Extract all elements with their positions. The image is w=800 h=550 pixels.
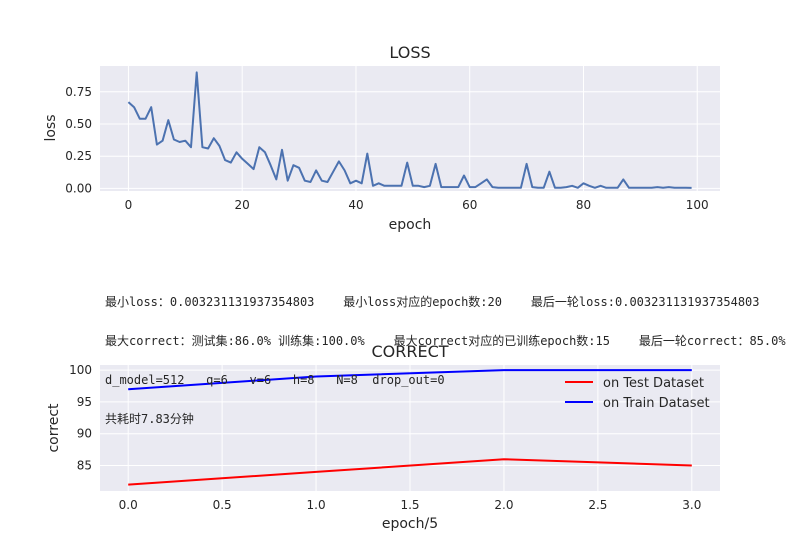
correct-x-tick-label: 2.5 [588,498,607,512]
loss-x-tick-label: 100 [686,198,709,212]
loss-y-axis-label: loss [43,114,59,141]
correct-x-tick-label: 0.0 [119,498,138,512]
correct-x-tick-label: 0.5 [213,498,232,512]
correct-x-axis-label: epoch/5 [382,516,438,532]
correct-y-axis-label: correct [46,403,62,453]
correct-x-tick-label: 1.0 [307,498,326,512]
series-line-on-train-dataset [128,369,692,391]
loss-y-tick-label: 0.75 [65,85,92,99]
correct-x-tick-label: 1.5 [400,498,419,512]
loss-x-tick-label: 20 [235,198,250,212]
loss-x-tick-label: 0 [125,198,133,212]
correct-y-tick-label: 95 [77,395,92,409]
correct-y-tick-label: 85 [77,459,92,473]
correct-x-tick-label: 3.0 [682,498,701,512]
loss-x-axis-label: epoch [389,217,432,233]
correct-x-tick-label: 2.0 [494,498,513,512]
loss-y-tick-label: 0.25 [65,149,92,163]
loss-y-tick-label: 0.50 [65,117,92,131]
summary-line-hyperparams: d_model=512 q=6 v=6 h=8 N=8 drop_out=0 [105,373,445,387]
training-summary: 最小loss：0.003231131937354803 最小loss对应的epo… [105,270,800,439]
loss-x-tick-label: 60 [462,198,477,212]
legend-entry: on Train Dataset [603,396,710,411]
series-line-loss-0 [127,71,692,189]
loss-x-tick-label: 40 [348,198,363,212]
summary-line-correct: 最大correct：测试集:86.0% 训练集:100.0% 最大correct… [105,334,786,348]
correct-chart-title: CORRECT [371,342,448,361]
summary-line-duration: 共耗时7.83分钟 [105,412,194,426]
correct-chart: 0.0 0.5 1.0 1.5 2.0 2.5 3.0 85 90 95 100 on Test Da… [46,342,720,532]
loss-y-tick-label: 0.00 [65,181,92,195]
series-line-on-test-dataset [128,458,692,486]
loss-chart-title: LOSS [389,43,430,62]
correct-y-tick-label: 100 [69,363,92,377]
summary-line-loss: 最小loss：0.003231131937354803 最小loss对应的epo… [105,295,760,309]
legend-entry: on Test Dataset [603,376,704,391]
correct-y-tick-label: 90 [77,427,92,441]
loss-x-tick-label: 80 [576,198,591,212]
